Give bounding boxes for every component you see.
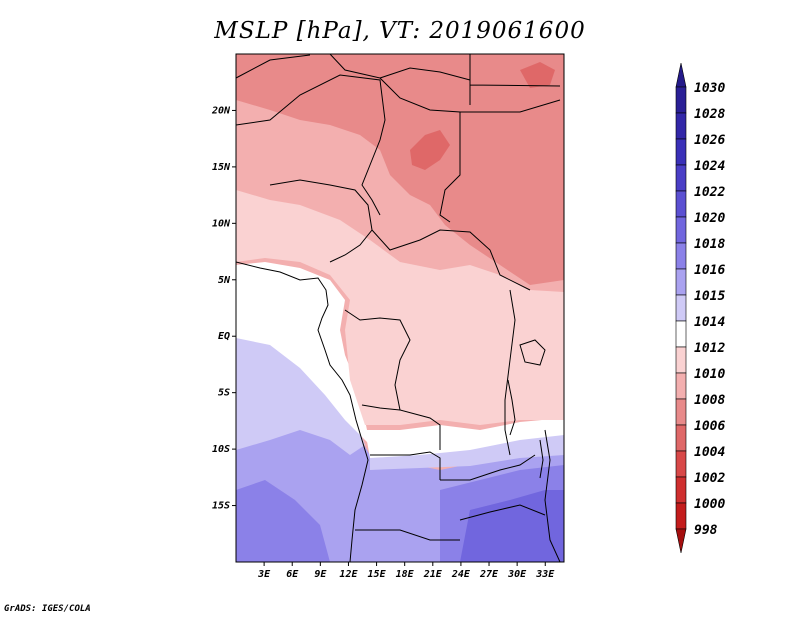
colorbar-segment xyxy=(675,138,687,166)
field-band-1006-east xyxy=(520,62,555,88)
colorbar-label: 1010 xyxy=(694,367,725,382)
border-congo xyxy=(344,309,441,450)
colorbar-label: 1030 xyxy=(694,81,725,96)
colorbar-label: 1000 xyxy=(694,497,725,512)
colorbar-segment xyxy=(675,320,687,348)
colorbar-segment xyxy=(675,294,687,322)
border-zimbabwe xyxy=(459,504,546,521)
field-band-1015 xyxy=(236,330,365,455)
colorbar-label: 1020 xyxy=(694,211,725,226)
field-band-1014-east xyxy=(365,418,564,458)
colorbar-label: 1026 xyxy=(694,133,725,148)
lon-tick-label: 18E xyxy=(396,569,415,580)
colorbar-label: 998 xyxy=(694,523,718,538)
lon-tick-label: 9E xyxy=(314,569,327,580)
lake-malawi xyxy=(539,439,544,479)
colorbar-label: 1012 xyxy=(694,341,725,356)
country-borders xyxy=(236,54,561,562)
lon-tick-label: 27E xyxy=(479,569,499,580)
colorbar-label: 1024 xyxy=(694,159,725,174)
border-sudan xyxy=(460,99,561,113)
colorbar-segment xyxy=(675,346,687,374)
lon-tick-label: 3E xyxy=(257,569,271,580)
lat-tick-label: EQ xyxy=(218,331,230,342)
border-car xyxy=(371,229,531,291)
lat-tick-label: 10N xyxy=(212,218,231,229)
lat-tick-label: 10S xyxy=(212,444,230,455)
colorbar-top-arrow xyxy=(675,62,687,88)
colorbar-segment xyxy=(675,112,687,140)
lon-tick-label: 12E xyxy=(339,569,358,580)
border-chad xyxy=(379,77,461,223)
colorbar-label: 1002 xyxy=(694,471,725,486)
lat-tick-label: 15S xyxy=(212,501,230,512)
colorbar-label: 1016 xyxy=(694,263,725,278)
border-sahel xyxy=(236,74,386,216)
colorbar-bottom-arrow xyxy=(675,528,687,554)
grads-credit: GrADS: IGES/COLA xyxy=(4,604,91,614)
lon-tick-label: 15E xyxy=(368,569,387,580)
lon-tick-label: 24E xyxy=(451,569,471,580)
colorbar-segment xyxy=(675,372,687,400)
border-mozambique xyxy=(544,429,561,562)
field-band-1015-east xyxy=(370,432,564,470)
border-angola xyxy=(361,404,441,480)
colorbar-label: 1004 xyxy=(694,445,725,460)
colorbar-segment xyxy=(675,242,687,270)
colorbar-label: 1008 xyxy=(694,393,725,408)
lat-tick-label: 15N xyxy=(212,162,231,173)
colorbar-label: 1018 xyxy=(694,237,725,252)
colorbar-segment xyxy=(675,502,687,530)
colorbar-segment xyxy=(675,398,687,426)
border-namibia xyxy=(355,529,460,541)
lon-tick-label: 6E xyxy=(286,569,299,580)
colorbar-label: 1028 xyxy=(694,107,725,122)
map-title: MSLP [hPa], VT: 2019061600 xyxy=(214,18,586,44)
border-drc-east xyxy=(504,289,516,456)
colorbar-label: 1022 xyxy=(694,185,725,200)
longitude-axis: 3E 6E 9E 12E 15E 18E 21E 24E 27E 30E 33E xyxy=(257,562,555,580)
field-band-1020 xyxy=(460,490,564,562)
lake-victoria xyxy=(519,339,546,366)
colorbar-label: 1015 xyxy=(694,289,725,304)
lon-tick-label: 33E xyxy=(535,569,555,580)
colorbar-segment xyxy=(675,216,687,244)
colorbar-segment xyxy=(675,164,687,192)
latitude-axis: 20N 15N 10N 5N EQ 5S 10S 15S xyxy=(211,105,236,512)
pressure-field xyxy=(236,54,564,562)
lake-tanganyika xyxy=(507,379,516,436)
colorbar-segment xyxy=(675,424,687,452)
lat-tick-label: 5S xyxy=(218,388,230,399)
field-band-1014 xyxy=(236,262,370,445)
border-n xyxy=(469,54,561,105)
colorbar-segment xyxy=(675,86,687,114)
field-band-1012 xyxy=(236,190,564,425)
colorbar-label: 1014 xyxy=(694,315,725,330)
colorbar-segment xyxy=(675,476,687,504)
lat-tick-label: 5N xyxy=(218,275,231,286)
lon-tick-label: 21E xyxy=(423,569,443,580)
border-nw xyxy=(236,54,471,81)
field-band-1018 xyxy=(236,480,330,562)
colorbar-segment xyxy=(675,450,687,478)
map-frame xyxy=(235,53,565,563)
colorbar-segment xyxy=(675,190,687,218)
border-zambia xyxy=(440,454,536,481)
field-band-1006 xyxy=(410,130,450,170)
lat-tick-label: 20N xyxy=(211,105,231,116)
coastline-west xyxy=(236,261,369,562)
colorbar-segment xyxy=(675,268,687,296)
lon-tick-label: 30E xyxy=(507,569,527,580)
colorbar-label: 1006 xyxy=(694,419,725,434)
border-nigeria xyxy=(269,179,373,263)
